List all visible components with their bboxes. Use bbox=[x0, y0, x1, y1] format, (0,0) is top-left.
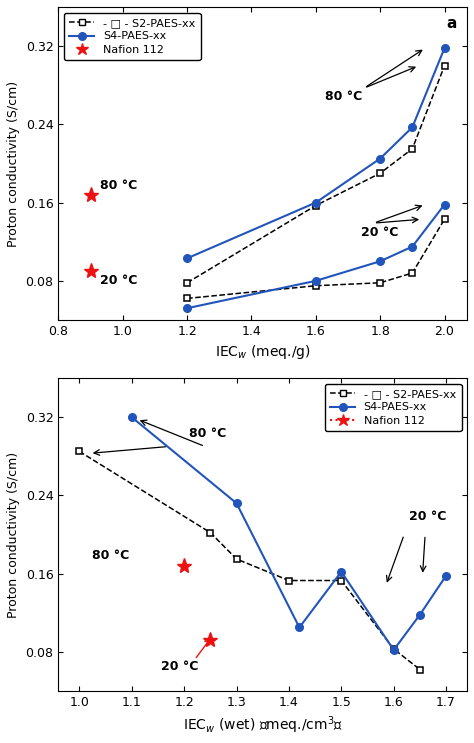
Legend: - □ - S2-PAES-xx, S4-PAES-xx, Nafion 112: - □ - S2-PAES-xx, S4-PAES-xx, Nafion 112 bbox=[325, 383, 462, 432]
Text: b: b bbox=[446, 387, 457, 403]
Text: 20 °C: 20 °C bbox=[410, 510, 447, 523]
Text: 80 °C: 80 °C bbox=[189, 426, 227, 440]
X-axis label: IEC$_w$ (wet) （meq./cm$^3$）: IEC$_w$ (wet) （meq./cm$^3$） bbox=[182, 715, 343, 736]
Text: 20 °C: 20 °C bbox=[361, 226, 398, 239]
X-axis label: IEC$_w$ (meq./g): IEC$_w$ (meq./g) bbox=[215, 343, 310, 361]
Y-axis label: Proton conductivity (S/cm): Proton conductivity (S/cm) bbox=[7, 452, 20, 617]
Text: a: a bbox=[447, 16, 457, 31]
Text: 20 °C: 20 °C bbox=[161, 660, 198, 672]
Legend: - □ - S2-PAES-xx, S4-PAES-xx, Nafion 112: - □ - S2-PAES-xx, S4-PAES-xx, Nafion 112 bbox=[64, 13, 201, 60]
Text: 80 °C: 80 °C bbox=[100, 179, 137, 192]
Y-axis label: Proton conductivity (S/cm): Proton conductivity (S/cm) bbox=[7, 80, 20, 247]
Text: 80 °C: 80 °C bbox=[92, 549, 130, 562]
Text: 80 °C: 80 °C bbox=[326, 90, 363, 103]
Text: 20 °C: 20 °C bbox=[100, 273, 137, 287]
